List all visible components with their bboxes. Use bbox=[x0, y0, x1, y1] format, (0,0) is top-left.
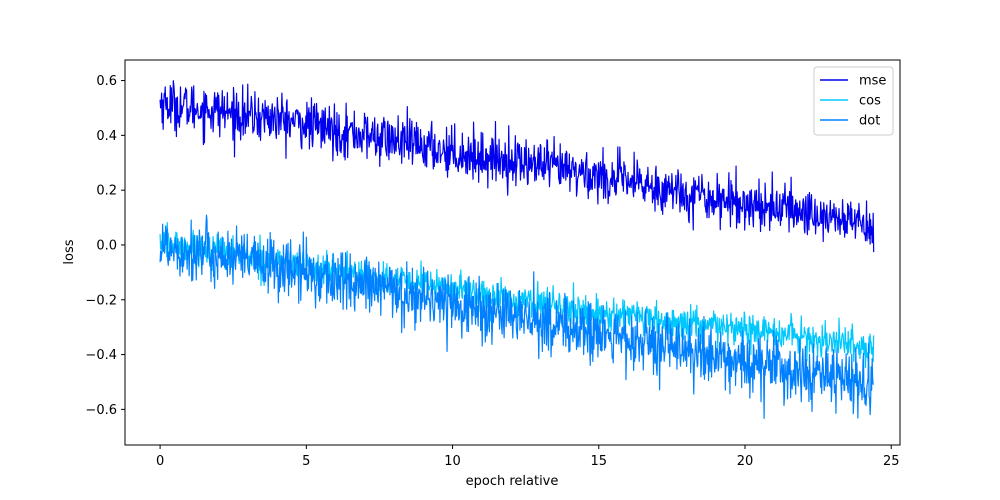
x-tick-label: 25 bbox=[883, 454, 900, 469]
series-line-cos bbox=[159, 222, 875, 369]
legend-box bbox=[813, 66, 894, 136]
x-tick-label: 20 bbox=[737, 454, 754, 469]
series-layer bbox=[159, 80, 875, 419]
plot-area-frame bbox=[124, 59, 901, 446]
y-tick-label: −0.6 bbox=[85, 403, 117, 418]
x-tick-label: 15 bbox=[591, 454, 608, 469]
legend-label-cos: cos bbox=[859, 94, 881, 109]
series-line-mse bbox=[159, 80, 875, 253]
x-axis-label: epoch relative bbox=[466, 474, 559, 489]
y-tick-label: 0.2 bbox=[96, 184, 117, 199]
y-tick-label: 0.0 bbox=[96, 238, 117, 253]
x-tick-label: 0 bbox=[156, 454, 164, 469]
y-tick-label: −0.2 bbox=[85, 293, 117, 308]
x-tick-label: 5 bbox=[302, 454, 310, 469]
y-axis-label: loss bbox=[62, 239, 77, 264]
legend-label-dot: dot bbox=[859, 114, 880, 129]
x-tick-label: 10 bbox=[444, 454, 461, 469]
x-axis: 0 5 10 15 20 25 bbox=[156, 445, 900, 469]
y-tick-label: 0.6 bbox=[96, 74, 117, 89]
y-tick-label: −0.4 bbox=[85, 348, 117, 363]
legend-label-mse: mse bbox=[859, 74, 886, 89]
y-tick-label: 0.4 bbox=[96, 129, 117, 144]
legend: mse cos dot bbox=[813, 66, 894, 136]
y-axis: −0.6 −0.4 −0.2 0.0 0.2 0.4 0.6 bbox=[85, 74, 125, 418]
series-line-dot bbox=[159, 214, 874, 419]
